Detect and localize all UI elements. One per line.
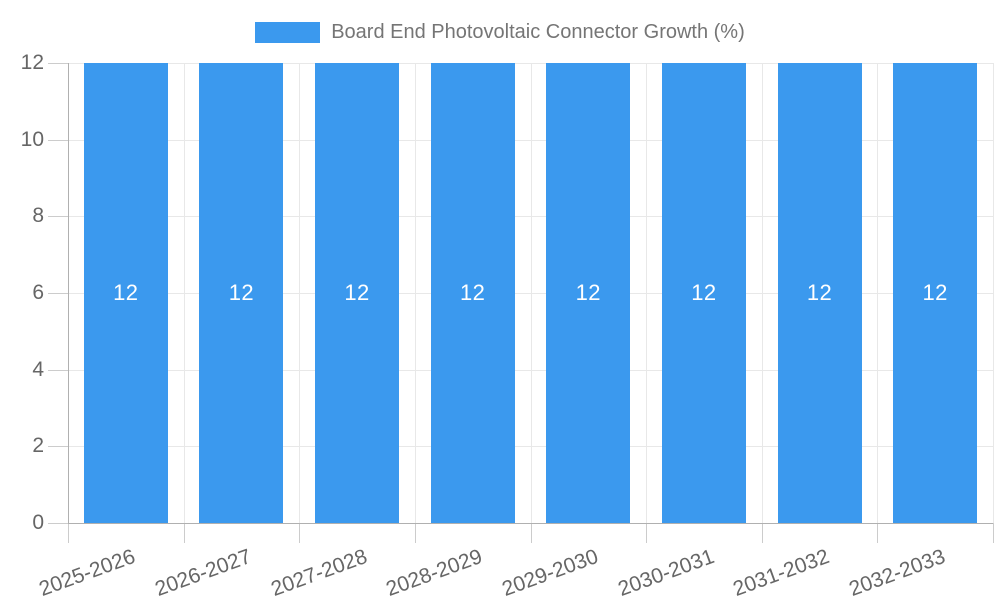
y-axis-line [68,63,69,523]
bar-value-label: 12 [113,280,139,305]
x-axis-tick-mark [299,523,301,543]
v-gridline [414,63,416,523]
bar-2030-2031[interactable]: 12 [661,63,746,523]
legend-swatch [255,21,321,43]
bar-2032-2033[interactable]: 12 [893,63,978,523]
y-axis-tick-label: 12 [20,51,44,74]
bar-2025-2026[interactable]: 12 [83,63,168,523]
y-axis-tick-label: 4 [32,357,44,381]
bar-2026-2027[interactable]: 12 [199,63,284,523]
x-axis-tick-mark [877,523,879,543]
bar-value-label: 12 [806,280,833,305]
v-gridline [877,63,879,523]
x-axis-tick-mark [761,523,763,543]
x-axis-tick-mark [183,523,185,543]
v-gridline [993,63,994,523]
x-axis-line [68,523,993,524]
bar-value-label: 12 [575,280,602,305]
x-axis-tick-mark [646,523,648,543]
v-gridline [183,63,185,523]
bar-2031-2032[interactable]: 12 [777,63,862,523]
x-axis-label: 2028-2029 [383,545,486,600]
x-axis-label: 2027-2028 [267,545,370,600]
x-axis-tick-mark [530,523,532,543]
x-axis-label: 2030-2031 [614,545,717,600]
x-axis-label: 2031-2032 [730,545,833,600]
y-axis-tick-mark [48,63,68,64]
y-axis-tick-mark [48,293,68,294]
y-axis-tick-mark [48,369,68,371]
x-axis-label: 2026-2027 [152,545,255,600]
bar-value-label: 12 [922,280,948,305]
bar-2029-2030[interactable]: 12 [546,63,631,523]
y-axis-tick-label: 0 [32,511,44,534]
y-axis-tick-label: 8 [32,204,44,228]
x-axis-label: 2032-2033 [845,545,949,600]
x-axis-tick-mark [414,523,416,543]
v-gridline [761,63,763,523]
legend-label: Board End Photovoltaic Connector Growth … [331,21,745,43]
bar-value-label: 12 [691,280,717,305]
v-gridline [299,63,301,523]
y-axis-tick-mark [48,139,68,141]
v-gridline [646,63,648,523]
chart-legend-item[interactable]: Board End Photovoltaic Connector Growth … [0,21,1000,43]
x-axis-label: 2025-2026 [36,545,139,600]
y-axis-tick-label: 2 [32,434,44,458]
y-axis-tick-label: 10 [20,127,44,151]
bar-value-label: 12 [459,280,486,305]
bar-2028-2029[interactable]: 12 [430,63,515,523]
bar-value-label: 12 [344,280,370,305]
y-axis-tick-mark [48,446,68,448]
x-axis-tick-mark [993,523,994,543]
y-axis-tick-mark [48,523,68,524]
y-axis-tick-mark [48,216,68,218]
bar-2027-2028[interactable]: 12 [315,63,400,523]
x-axis-label: 2029-2030 [498,545,602,600]
x-axis-tick-mark [68,523,69,543]
bar-value-label: 12 [228,280,255,305]
v-gridline [530,63,532,523]
y-axis-tick-label: 6 [32,281,44,304]
